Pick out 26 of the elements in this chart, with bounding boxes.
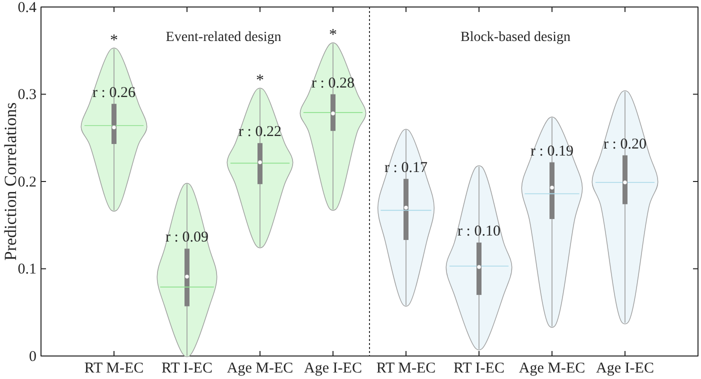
x-tick-label: Age I-EC xyxy=(304,360,362,376)
annotation: * xyxy=(110,32,118,49)
x-tick-label: RT I-EC xyxy=(454,360,504,376)
x-tick-label: RT M-EC xyxy=(84,360,144,376)
annotation: r : 0.10 xyxy=(458,224,500,240)
annotation: r : 0.26 xyxy=(92,84,136,101)
x-tick-label: Age M-EC xyxy=(518,360,586,376)
x-tick-label: Age M-EC xyxy=(226,360,294,376)
x-tick-label: RT I-EC xyxy=(162,360,212,376)
y-tick-label: 0.2 xyxy=(18,174,36,190)
annotation: r : 0.20 xyxy=(604,136,646,152)
y-tick-label: 0.4 xyxy=(18,0,37,16)
x-tick-label: Age I-EC xyxy=(596,360,654,376)
y-tick-label: 0.1 xyxy=(18,262,36,278)
x-tick-label: RT M-EC xyxy=(376,360,436,376)
annotation: Block-based design xyxy=(460,30,571,45)
annotation: r : 0.09 xyxy=(166,230,208,246)
annotation: r : 0.17 xyxy=(384,160,428,176)
y-tick-label: 0 xyxy=(29,348,36,365)
y-tick-label: 0.3 xyxy=(18,87,36,104)
annotation: r : 0.22 xyxy=(238,124,282,140)
annotation: r : 0.28 xyxy=(312,75,354,92)
annotation: * xyxy=(329,26,337,44)
annotation: * xyxy=(256,72,264,90)
annotation: r : 0.19 xyxy=(530,143,574,160)
annotation: Event-related design xyxy=(166,30,282,45)
